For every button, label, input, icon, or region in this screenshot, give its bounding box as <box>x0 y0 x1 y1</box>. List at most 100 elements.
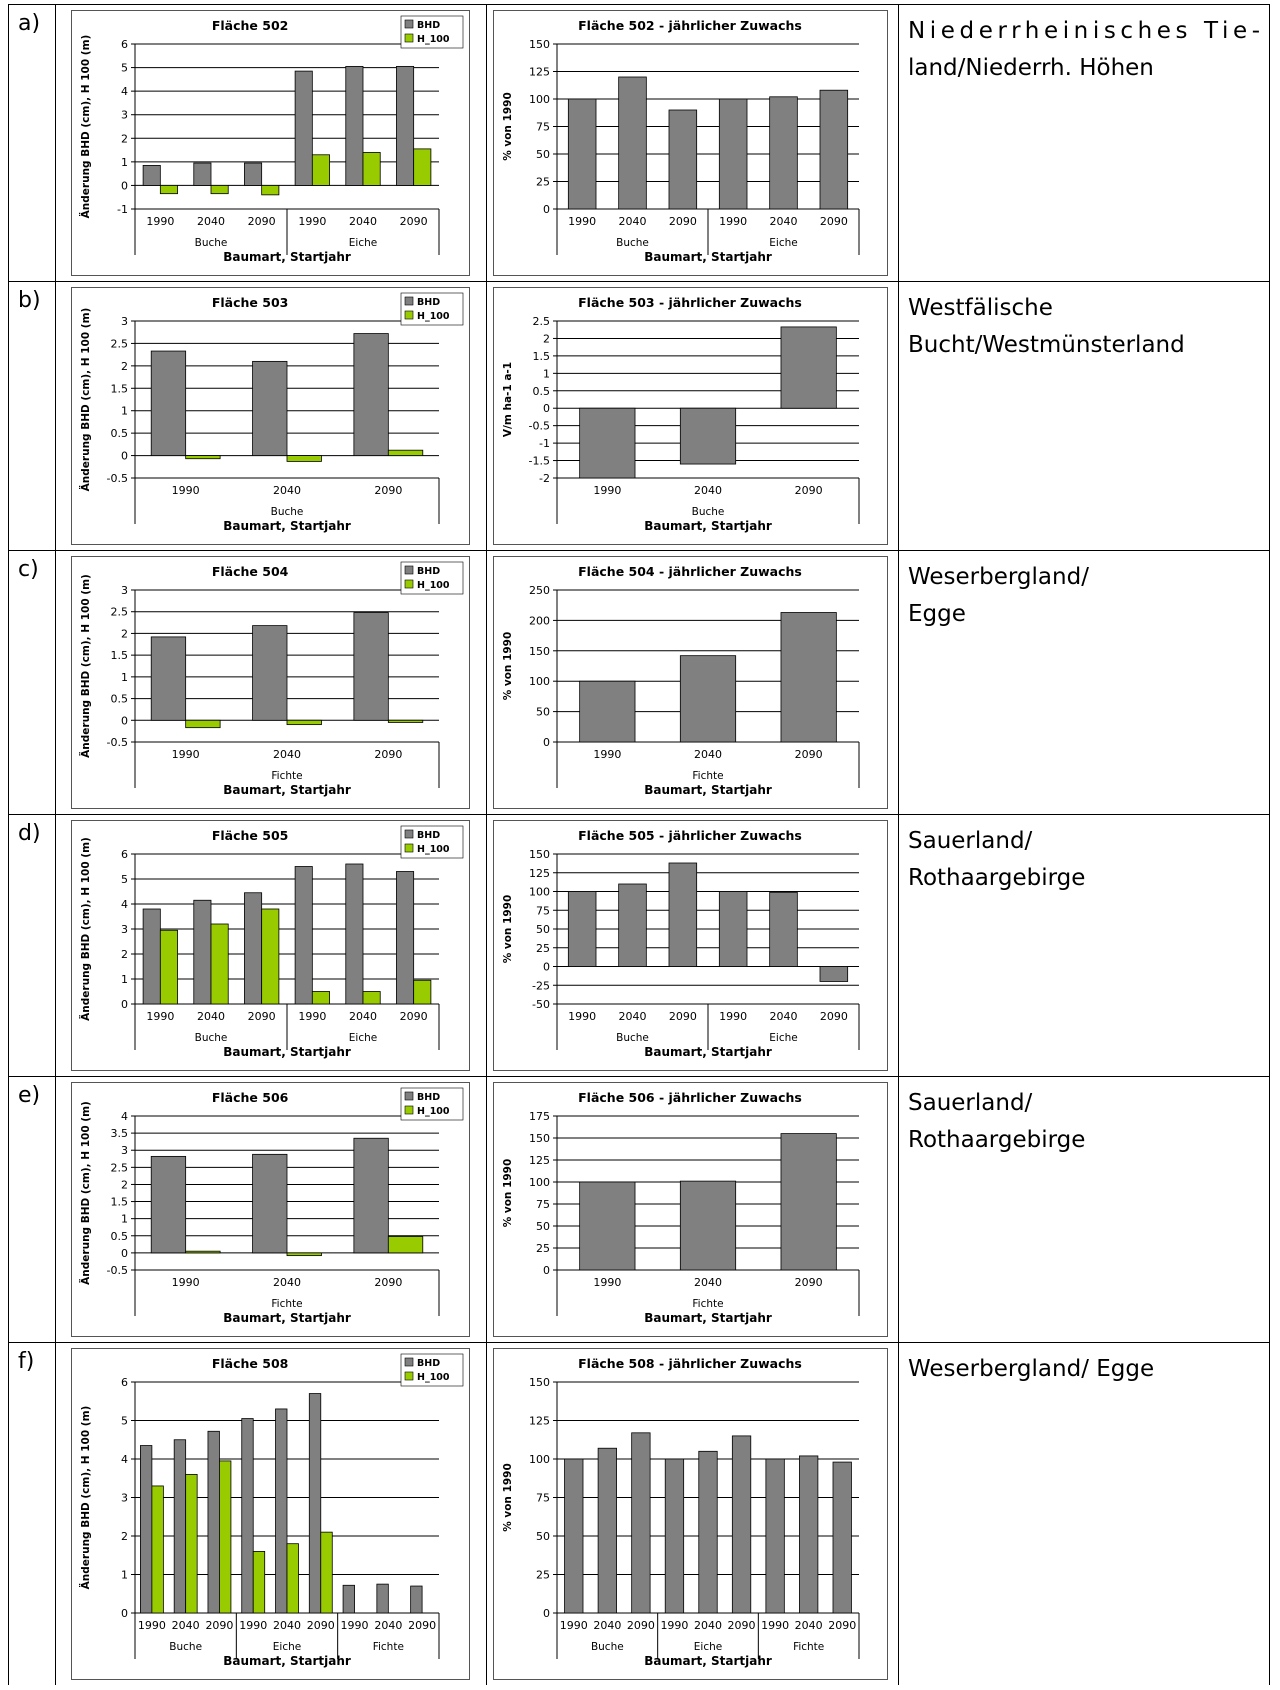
y-axis-label: % von 1990 <box>502 895 514 964</box>
y-tick-label: 125 <box>529 867 550 880</box>
y-tick-label: 50 <box>536 923 550 936</box>
bar <box>413 148 432 186</box>
legend-label: BHD <box>417 566 440 577</box>
y-tick-label: 2 <box>543 332 550 345</box>
bar <box>698 1450 718 1614</box>
x-tick-label: 2090 <box>820 1010 848 1023</box>
bar <box>567 891 597 967</box>
y-tick-label: 25 <box>536 942 550 955</box>
group-label: Fichte <box>793 1641 824 1653</box>
y-tick-label: 2 <box>121 1178 128 1191</box>
group-label: Eiche <box>273 1641 301 1653</box>
row-label: d) <box>18 821 41 846</box>
chart-title: Fläche 503 - jährlicher Zuwachs <box>578 295 802 310</box>
bar <box>275 1408 288 1614</box>
y-tick-label: 100 <box>529 1176 550 1189</box>
x-tick-label: 2090 <box>627 1619 655 1632</box>
chart: Fläche 506 - jährlicher Zuwachs 175 150 125… <box>493 1082 888 1337</box>
bar <box>579 407 636 479</box>
bar <box>832 1461 852 1614</box>
x-tick-label: 1990 <box>239 1619 267 1632</box>
chart-title: Fläche 503 <box>212 295 289 310</box>
y-tick-label: -0.5 <box>107 736 128 749</box>
bar <box>159 929 178 1005</box>
bar <box>185 1250 221 1254</box>
x-tick-label: 1990 <box>593 484 621 497</box>
y-tick-label: 3 <box>121 584 128 597</box>
bar <box>579 680 636 743</box>
legend-label: H_100 <box>417 844 450 855</box>
bar <box>799 1455 819 1614</box>
y-tick-label: 0.5 <box>111 1230 129 1243</box>
y-tick-label: -0.5 <box>107 1264 128 1277</box>
region-name: Bucht/Westmünsterland <box>908 332 1185 358</box>
y-tick-label: 3 <box>121 1144 128 1157</box>
x-tick-label: 2040 <box>694 484 722 497</box>
y-tick-label: 175 <box>529 1110 550 1123</box>
y-tick-label: 100 <box>529 886 550 899</box>
chart: Fläche 508 - jährlicher Zuwachs 150 125 100… <box>493 1348 888 1680</box>
group-label: Eiche <box>694 1641 722 1653</box>
x-tick-label: 1990 <box>660 1619 688 1632</box>
bar <box>765 1458 785 1614</box>
y-axis-label: % von 1990 <box>502 1159 514 1228</box>
row-label: f) <box>18 1349 34 1374</box>
y-tick-label: 50 <box>536 1530 550 1543</box>
x-tick-label: 2040 <box>795 1619 823 1632</box>
bar <box>679 655 737 743</box>
group-label: Eiche <box>769 237 797 249</box>
bar <box>294 70 313 186</box>
bar <box>387 449 424 456</box>
group-label: Buche <box>169 1641 202 1653</box>
y-tick-label: 1 <box>121 973 128 986</box>
x-tick-label: 2090 <box>248 215 276 228</box>
bar <box>362 152 381 186</box>
y-tick-label: 2.5 <box>533 315 551 328</box>
x-tick-label: 2090 <box>795 1276 823 1289</box>
y-tick-label: -1.5 <box>529 455 550 468</box>
chart: Fläche 508 6 5 4 3 2 1 0 Änderung BHD (cm), H 10… <box>71 1348 470 1680</box>
x-tick-label: 2090 <box>820 215 848 228</box>
x-tick-label: 1990 <box>172 748 200 761</box>
bar <box>631 1432 651 1614</box>
x-tick-label: 2090 <box>205 1619 233 1632</box>
chart-title: Fläche 505 <box>212 828 289 843</box>
bar <box>193 162 212 186</box>
bar <box>396 871 415 1005</box>
bar <box>320 1531 333 1614</box>
x-tick-label: 2040 <box>349 1010 377 1023</box>
row-label: e) <box>18 1083 40 1108</box>
legend-swatch <box>404 829 414 839</box>
legend-swatch <box>404 1091 414 1101</box>
legend-label: BHD <box>417 20 440 31</box>
chart-frame <box>71 1348 470 1680</box>
y-tick-label: 150 <box>529 38 550 51</box>
bar <box>241 1418 254 1614</box>
bar <box>151 1485 164 1614</box>
bar <box>769 96 798 210</box>
y-tick-label: 1 <box>121 1213 128 1226</box>
chart: Fläche 504 - jährlicher Zuwachs 250 200 150… <box>493 556 888 809</box>
legend-label: BHD <box>417 1092 440 1103</box>
bar <box>618 76 647 210</box>
legend-label: BHD <box>417 1358 440 1369</box>
y-tick-label: -0.5 <box>529 420 550 433</box>
row-label: a) <box>18 11 40 36</box>
y-tick-label: 75 <box>536 1492 550 1505</box>
bar <box>142 164 161 186</box>
bar <box>668 862 698 967</box>
bar <box>286 1543 299 1614</box>
y-tick-label: 0 <box>121 450 128 463</box>
x-axis-label: Baumart, Startjahr <box>644 1654 772 1668</box>
bar <box>173 1439 187 1614</box>
y-tick-label: 75 <box>536 904 550 917</box>
x-tick-label: 1990 <box>146 1010 174 1023</box>
group-label: Fichte <box>271 1298 302 1310</box>
row-label: b) <box>18 288 41 313</box>
y-tick-label: 125 <box>529 1154 550 1167</box>
table-row: b) Westfälische Bucht/Westmünsterland Fläch… <box>18 287 1185 545</box>
x-tick-label: 2040 <box>349 215 377 228</box>
x-axis-label: Baumart, Startjahr <box>644 1045 772 1059</box>
y-tick-label: 0 <box>543 961 550 974</box>
legend-swatch <box>404 1371 414 1381</box>
